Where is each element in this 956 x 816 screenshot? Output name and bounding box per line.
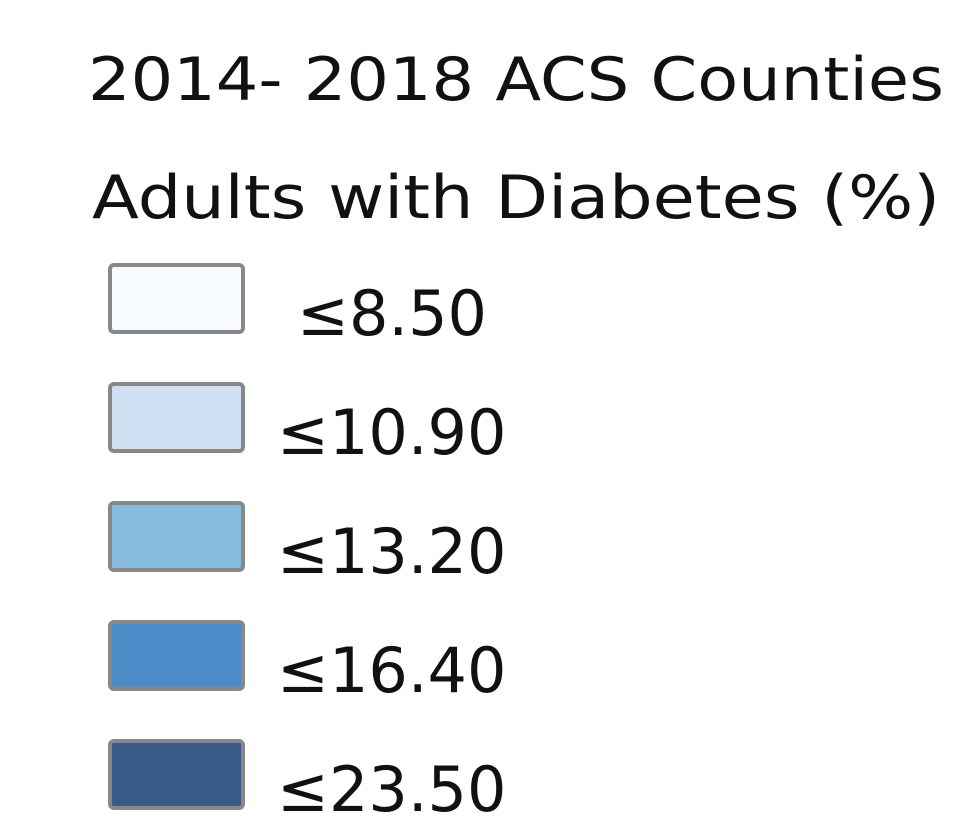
legend-swatch	[108, 739, 245, 810]
legend-swatch	[108, 263, 245, 334]
legend-label: ≤8.50	[297, 277, 487, 350]
legend-label: ≤10.90	[277, 396, 506, 469]
legend-subtitle: Adults with Diabetes (%)	[92, 163, 940, 233]
legend-label: ≤13.20	[277, 515, 506, 588]
legend-title: 2014- 2018 ACS Counties	[88, 45, 944, 115]
legend-swatch	[108, 620, 245, 691]
legend-label: ≤23.50	[277, 753, 506, 816]
legend-swatch	[108, 382, 245, 453]
legend-swatch	[108, 501, 245, 572]
legend-label: ≤16.40	[277, 634, 506, 707]
